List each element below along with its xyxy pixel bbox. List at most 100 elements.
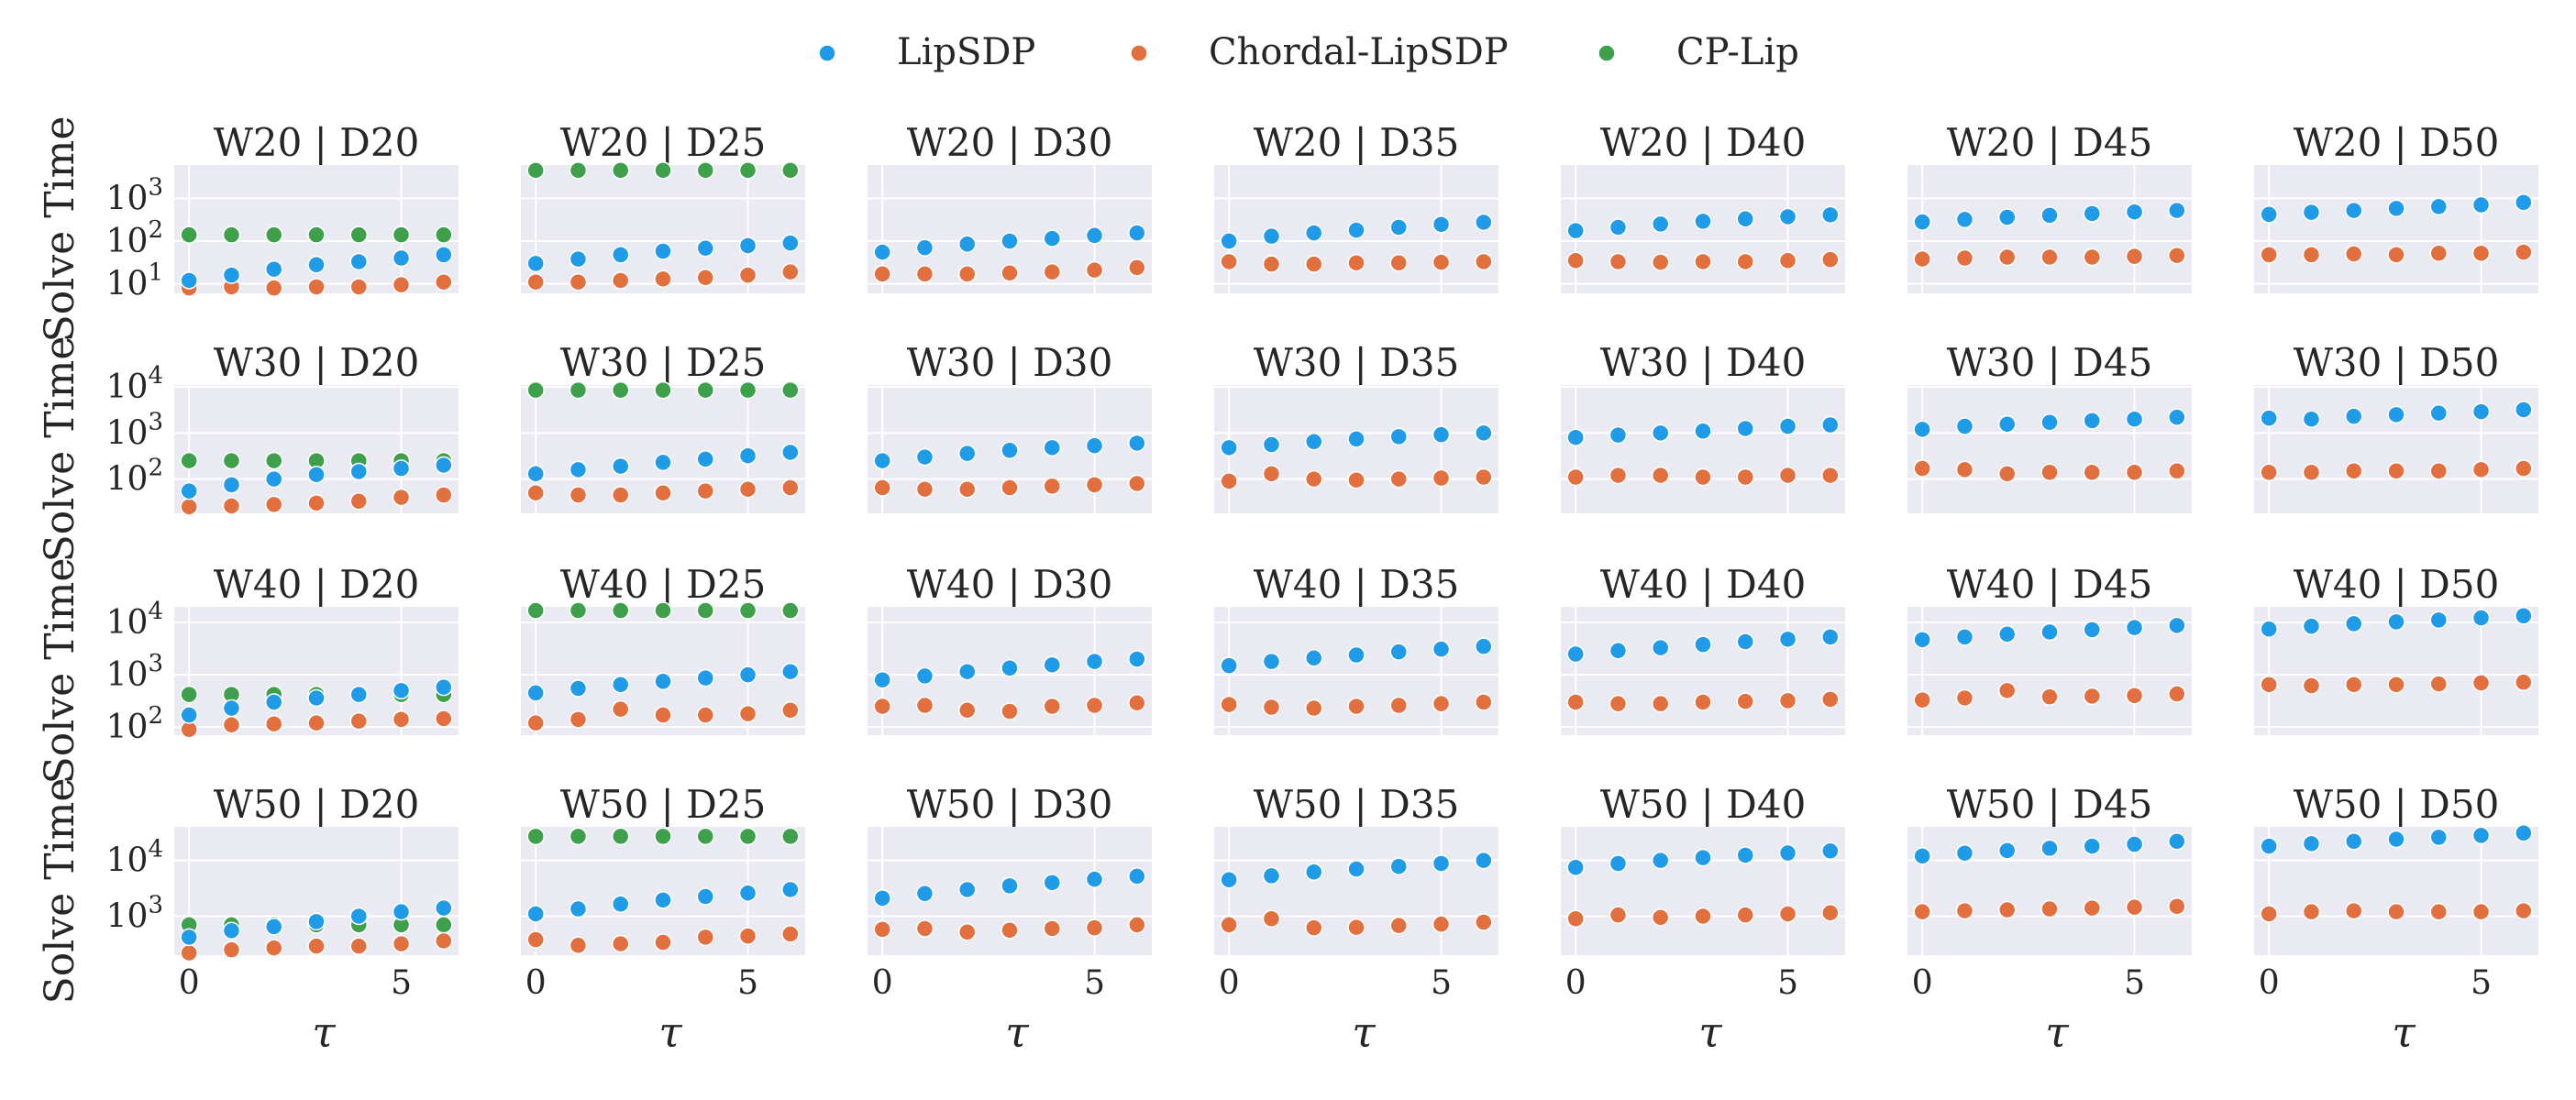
panel-title: W20 | D25 <box>560 120 767 165</box>
point-cp-lip <box>738 380 757 400</box>
point-lipsdp <box>2471 609 2491 627</box>
point-chordal-lipsdp <box>349 278 369 296</box>
point-cp-lip <box>738 827 757 846</box>
point-chordal-lipsdp <box>569 936 588 955</box>
point-chordal-lipsdp <box>1128 474 1146 493</box>
panel-background <box>1907 165 2192 293</box>
point-lipsdp <box>781 880 800 899</box>
point-cp-lip <box>781 601 800 620</box>
point-lipsdp <box>2040 622 2059 642</box>
point-chordal-lipsdp <box>1043 262 1062 281</box>
point-chordal-lipsdp <box>1432 253 1451 271</box>
point-lipsdp <box>2515 401 2533 419</box>
point-lipsdp <box>1694 848 1712 867</box>
point-chordal-lipsdp <box>2260 246 2278 264</box>
point-chordal-lipsdp <box>435 931 453 951</box>
point-chordal-lipsdp <box>2040 899 2059 918</box>
point-lipsdp <box>1694 635 1712 654</box>
panel-w50-d40: W50 | D40 0 5 τ <box>1561 782 1845 1057</box>
point-chordal-lipsdp <box>2429 902 2449 921</box>
panel-w50-d25: W50 | D25 0 5 τ <box>521 782 805 1057</box>
point-lipsdp <box>957 662 977 681</box>
x-tick-label: 0 <box>1219 964 1240 1002</box>
x-tick-label: 5 <box>1431 964 1452 1002</box>
point-chordal-lipsdp <box>1566 909 1585 929</box>
point-chordal-lipsdp <box>738 479 757 499</box>
point-chordal-lipsdp <box>696 481 715 500</box>
point-chordal-lipsdp <box>1778 691 1797 710</box>
point-lipsdp <box>1609 642 1628 660</box>
point-chordal-lipsdp <box>611 486 630 504</box>
y-axis-label: Solve Time <box>37 778 83 1005</box>
point-cp-lip <box>526 380 545 400</box>
point-chordal-lipsdp <box>2260 463 2278 481</box>
point-chordal-lipsdp <box>526 713 545 732</box>
point-lipsdp <box>915 884 934 903</box>
point-chordal-lipsdp <box>1001 478 1019 497</box>
y-tick-base: 10 <box>106 266 149 303</box>
point-cp-lip <box>222 226 241 244</box>
point-chordal-lipsdp <box>1220 695 1238 714</box>
point-lipsdp <box>222 698 241 718</box>
point-lipsdp <box>2125 410 2144 428</box>
point-chordal-lipsdp <box>873 920 891 939</box>
point-lipsdp <box>2471 402 2491 421</box>
point-chordal-lipsdp <box>738 927 757 945</box>
point-lipsdp <box>2387 612 2405 632</box>
point-chordal-lipsdp <box>957 923 977 941</box>
panel-title: W40 | D25 <box>560 562 767 607</box>
point-lipsdp <box>1694 212 1712 231</box>
point-lipsdp <box>1347 860 1365 878</box>
point-chordal-lipsdp <box>1475 468 1493 487</box>
x-tick-label: 5 <box>2124 964 2145 1002</box>
point-chordal-lipsdp <box>307 937 326 955</box>
x-axis-label: τ <box>658 1007 683 1057</box>
y-tick-exponent: 3 <box>148 891 163 918</box>
point-lipsdp <box>1347 221 1365 239</box>
point-chordal-lipsdp <box>2083 248 2102 267</box>
point-chordal-lipsdp <box>569 486 588 504</box>
point-chordal-lipsdp <box>264 939 283 957</box>
point-chordal-lipsdp <box>264 279 283 297</box>
point-chordal-lipsdp <box>2040 248 2059 267</box>
point-cp-lip <box>435 916 453 934</box>
point-cp-lip <box>654 601 672 620</box>
point-lipsdp <box>1778 417 1797 435</box>
point-chordal-lipsdp <box>873 265 891 283</box>
point-lipsdp <box>1566 858 1585 876</box>
point-chordal-lipsdp <box>526 272 545 292</box>
panel-w30-d30: W30 | D30 <box>868 340 1152 513</box>
panel-background <box>1561 385 1845 513</box>
y-tick-label: 102 <box>106 216 163 260</box>
point-lipsdp <box>435 246 453 264</box>
point-chordal-lipsdp <box>1736 692 1755 710</box>
point-lipsdp <box>2429 610 2449 630</box>
point-chordal-lipsdp <box>2040 688 2059 706</box>
point-lipsdp <box>1694 422 1712 440</box>
panel-title: W40 | D50 <box>2294 562 2500 607</box>
point-lipsdp <box>307 688 326 708</box>
point-chordal-lipsdp <box>1694 252 1712 271</box>
point-lipsdp <box>1651 214 1670 234</box>
y-tick-exponent: 3 <box>148 650 163 677</box>
point-lipsdp <box>1955 843 1974 863</box>
point-lipsdp <box>2471 195 2491 214</box>
panel-w30-d25: W30 | D25 <box>521 340 805 513</box>
point-chordal-lipsdp <box>2387 461 2405 480</box>
x-tick-label: 0 <box>525 964 547 1002</box>
y-tick-label: 104 <box>106 598 163 642</box>
point-cp-lip <box>781 380 800 400</box>
panel-title: W40 | D40 <box>1600 562 1807 607</box>
point-chordal-lipsdp <box>2515 901 2533 920</box>
point-lipsdp <box>2040 412 2059 432</box>
point-chordal-lipsdp <box>2125 897 2144 917</box>
point-cp-lip <box>392 226 411 244</box>
panel-background <box>2254 165 2538 293</box>
point-cp-lip <box>180 685 198 704</box>
y-tick-exponent: 2 <box>148 455 163 482</box>
point-chordal-lipsdp <box>873 697 891 716</box>
point-lipsdp <box>1736 419 1755 438</box>
x-tick-label: 0 <box>179 964 200 1002</box>
point-chordal-lipsdp <box>2168 246 2186 265</box>
